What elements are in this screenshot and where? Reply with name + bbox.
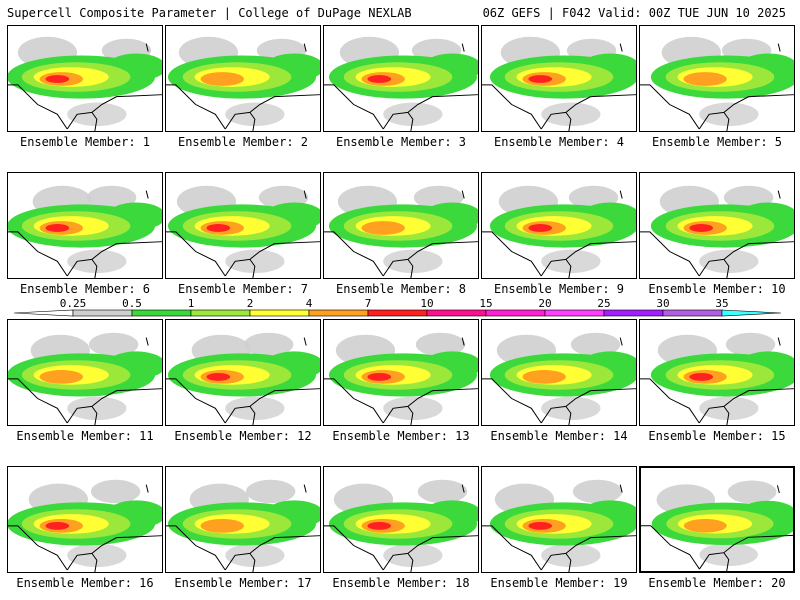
colorbar-tick-label: 1: [188, 297, 195, 310]
map-title: Supercell Composite Parameter | College …: [7, 6, 412, 20]
ensemble-member-map-6: [7, 172, 163, 279]
ensemble-member-label: Ensemble Member: 11: [16, 429, 154, 443]
colorbar-tick-label: 30: [656, 297, 669, 310]
ensemble-member-label: Ensemble Member: 13: [332, 429, 470, 443]
ensemble-member-map-15: [639, 319, 795, 426]
ensemble-member-label: Ensemble Member: 3: [335, 135, 467, 149]
ensemble-member-label: Ensemble Member: 15: [648, 429, 786, 443]
ensemble-member-label: Ensemble Member: 14: [490, 429, 628, 443]
colorbar-segment: [603, 309, 664, 317]
ensemble-member-map-11: [7, 319, 163, 426]
ensemble-member-label: Ensemble Member: 6: [19, 282, 151, 296]
ensemble-member-label: Ensemble Member: 16: [16, 576, 154, 590]
colorbar-segment: [308, 309, 369, 317]
colorbar-segment: [426, 309, 487, 317]
ensemble-member-map-19: [481, 466, 637, 573]
ensemble-member-map-4: [481, 25, 637, 132]
colorbar-tick-label: 25: [597, 297, 610, 310]
ensemble-member-map-16: [7, 466, 163, 573]
ensemble-member-map-3: [323, 25, 479, 132]
ensemble-member-label: Ensemble Member: 9: [493, 282, 625, 296]
colorbar-tick-label: 4: [306, 297, 313, 310]
ensemble-member-map-17: [165, 466, 321, 573]
ensemble-member-map-8: [323, 172, 479, 279]
ensemble-member-label: Ensemble Member: 4: [493, 135, 625, 149]
ensemble-member-map-9: [481, 172, 637, 279]
ensemble-member-map-12: [165, 319, 321, 426]
colorbar-tick-label: 0.5: [122, 297, 142, 310]
ensemble-member-map-18: [323, 466, 479, 573]
ensemble-member-label: Ensemble Member: 1: [19, 135, 151, 149]
color-scale-legend: 0.25 0.5 1 2 4 7 10 15 20 25 30 35: [14, 297, 786, 319]
ensemble-member-map-5: [639, 25, 795, 132]
colorbar-segment: [249, 309, 310, 317]
ensemble-member-label: Ensemble Member: 20: [648, 576, 786, 590]
ensemble-member-map-14: [481, 319, 637, 426]
colorbar-segment: [485, 309, 546, 317]
ensemble-member-map-2: [165, 25, 321, 132]
colorbar-segment: [131, 309, 192, 317]
ensemble-member-map-1: [7, 25, 163, 132]
ensemble-member-label: Ensemble Member: 18: [332, 576, 470, 590]
ensemble-member-label: Ensemble Member: 10: [648, 282, 786, 296]
colorbar-tick-label: 15: [479, 297, 492, 310]
ensemble-member-label: Ensemble Member: 17: [174, 576, 312, 590]
colorbar-tick-label: 0.25: [60, 297, 87, 310]
ensemble-member-label: Ensemble Member: 5: [651, 135, 783, 149]
ensemble-member-map-10: [639, 172, 795, 279]
ensemble-member-map-20: [639, 466, 795, 573]
colorbar-tick-label: 7: [365, 297, 372, 310]
colorbar-tick-label: 20: [538, 297, 551, 310]
ensemble-member-map-13: [323, 319, 479, 426]
colorbar-segment: [544, 309, 605, 317]
colorbar-tick-label: 10: [420, 297, 433, 310]
colorbar-tick-label: 35: [715, 297, 728, 310]
colorbar-segment: [72, 309, 133, 317]
ensemble-member-label: Ensemble Member: 19: [490, 576, 628, 590]
ensemble-member-label: Ensemble Member: 8: [335, 282, 467, 296]
model-run-info: 06Z GEFS | F042 Valid: 00Z TUE JUN 10 20…: [482, 6, 786, 20]
colorbar-segment: [721, 309, 782, 317]
ensemble-member-map-7: [165, 172, 321, 279]
colorbar-segment: [662, 309, 723, 317]
colorbar-segment: [190, 309, 251, 317]
colorbar-tick-label: 2: [247, 297, 254, 310]
ensemble-member-label: Ensemble Member: 7: [177, 282, 309, 296]
colorbar-segment: [367, 309, 428, 317]
ensemble-member-label: Ensemble Member: 2: [177, 135, 309, 149]
ensemble-member-label: Ensemble Member: 12: [174, 429, 312, 443]
